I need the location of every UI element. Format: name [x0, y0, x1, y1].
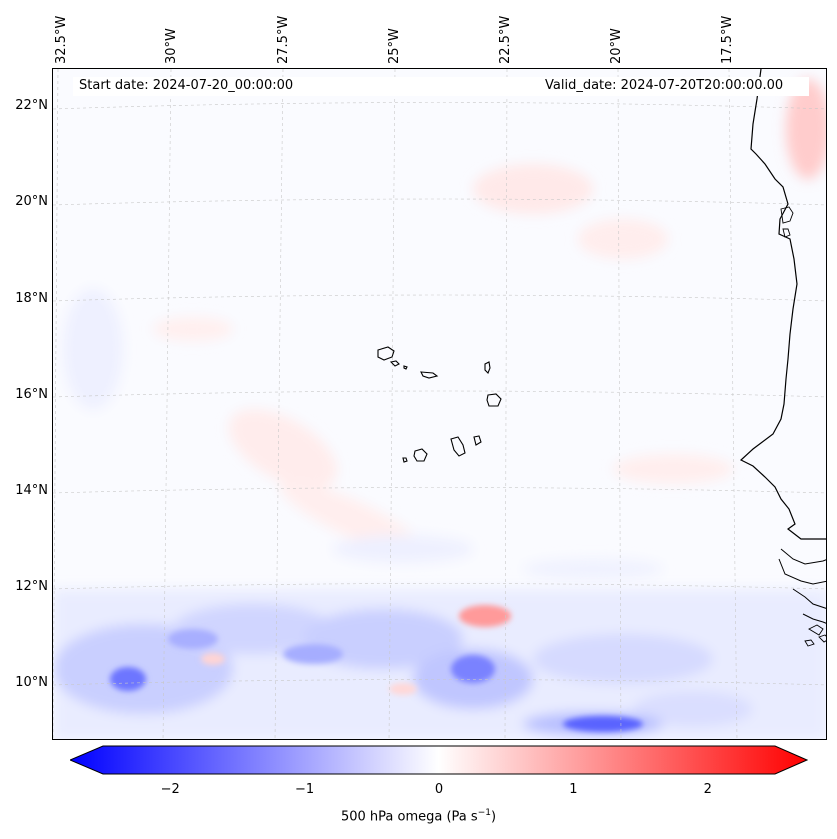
unit-symbol: Pa s [451, 809, 478, 825]
gambia-coast [778, 548, 826, 624]
valid-date-label: Valid_date: 2024-07-20T20:00:00.00 [545, 78, 784, 93]
convective-band [53, 589, 826, 739]
omega-field [53, 69, 826, 739]
map-panel [52, 68, 827, 740]
santa-luzia-island [403, 365, 408, 370]
lat-label-12n: 12°N [15, 579, 48, 594]
maio-island [473, 435, 482, 446]
colorbar-tick: 2 [703, 782, 712, 797]
bijagos-islands [804, 624, 826, 647]
colorbar-tick: −1 [295, 782, 315, 797]
coastal-island [780, 206, 794, 238]
lat-label-22n: 22°N [15, 98, 48, 113]
variable-name: 500 hPa omega [340, 809, 443, 825]
lat-label-10n: 10°N [15, 675, 48, 690]
lon-label-32.5w: 32.5°W [54, 15, 69, 64]
lon-label-25w: 25°W [387, 28, 402, 64]
lon-label-22.5w: 22.5°W [498, 15, 513, 64]
lon-label-30w: 30°W [164, 28, 179, 64]
lat-label-18n: 18°N [15, 291, 48, 306]
colorbar-label: 500 hPa omega (Pa s−1) [340, 808, 497, 825]
unit-exponent: −1 [477, 808, 491, 818]
lon-label-27.5w: 27.5°W [276, 15, 291, 64]
africa-coastline [739, 69, 826, 540]
weak-field-shading [63, 79, 826, 579]
cape-verde-islands [377, 346, 502, 463]
sao-nicolau-island [420, 371, 439, 379]
sal-island [484, 361, 491, 374]
sao-vicente-island [389, 360, 400, 367]
colorbar-tick: 0 [434, 782, 444, 797]
brava-island [402, 457, 408, 463]
lon-label-20w: 20°W [609, 28, 624, 64]
lat-label-20n: 20°N [15, 194, 48, 209]
convective-cores [110, 605, 643, 732]
santiago-island [450, 436, 466, 457]
lat-label-14n: 14°N [15, 483, 48, 498]
start-date-label: Start date: 2024-07-20_00:00:00 [79, 78, 294, 93]
fogo-island [413, 448, 428, 462]
colorbar-body [70, 745, 808, 775]
boa-vista-island [486, 393, 502, 407]
colorbar-tick: −2 [160, 782, 180, 797]
colorbar-tick: 1 [569, 782, 578, 797]
lon-label-17.5w: 17.5°W [720, 15, 735, 64]
lat-label-16n: 16°N [15, 387, 48, 402]
colorbar [70, 745, 808, 775]
santo-antao-island [377, 346, 395, 361]
header-band [73, 77, 809, 96]
graticule [53, 69, 826, 739]
